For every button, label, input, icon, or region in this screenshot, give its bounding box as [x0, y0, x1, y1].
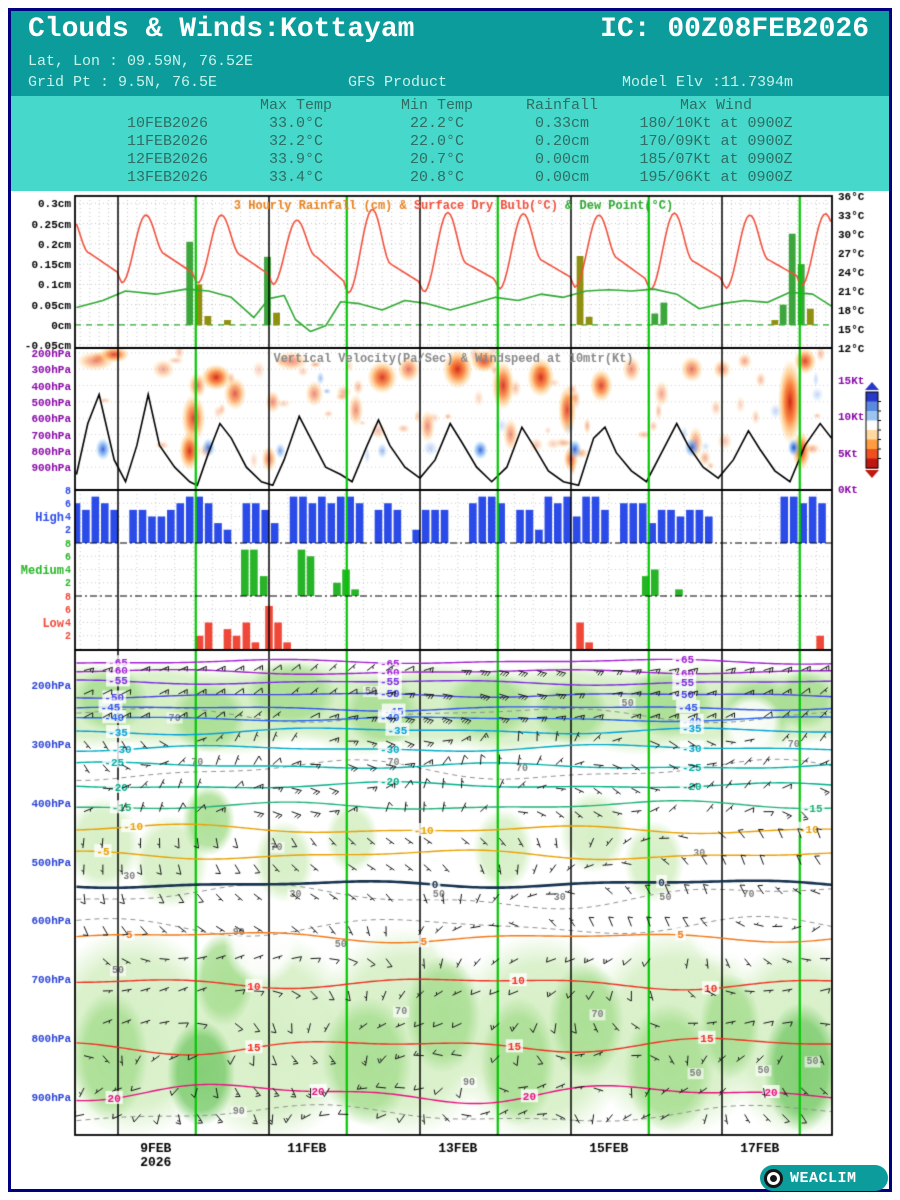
cell-date: 10FEB2026 — [127, 115, 209, 132]
cell-rainfall: 0.00cm — [534, 169, 589, 186]
cell-max-wind: 195/06Kt at 0900Z — [639, 169, 793, 186]
model-elevation-label: Model Elv :11.7394m — [622, 74, 794, 91]
col-max-temp: Max Temp — [259, 97, 332, 114]
cell-rainfall: 0.00cm — [534, 151, 589, 168]
weaclim-logo-text: WEACLIM — [790, 1169, 857, 1187]
grid-row: Grid Pt : 9.5N, 76.5E GFS Product Model … — [28, 74, 878, 91]
cell-max-temp: 33.9°C — [268, 151, 323, 168]
grid-point-label: Grid Pt : 9.5N, 76.5E — [28, 74, 218, 91]
col-min-temp: Min Temp — [400, 97, 473, 114]
cell-max-wind: 170/09Kt at 0900Z — [639, 133, 793, 150]
table-row: 10FEB2026 33.0°C 22.2°C 0.33cm 180/10Kt … — [11, 115, 889, 133]
table-row: 12FEB2026 33.9°C 20.7°C 0.00cm 185/07Kt … — [11, 151, 889, 169]
cell-max-temp: 33.4°C — [268, 169, 323, 186]
table-row: 11FEB2026 32.2°C 22.0°C 0.20cm 170/09Kt … — [11, 133, 889, 151]
init-condition-label: IC: 00Z08FEB2026 — [600, 14, 869, 45]
weaclim-logo: WEACLIM — [760, 1165, 888, 1191]
product-label: GFS Product — [348, 74, 448, 91]
weaclim-logo-icon — [764, 1168, 783, 1188]
cell-rainfall: 0.33cm — [534, 115, 589, 132]
page-title: Clouds & Winds:Kottayam — [28, 14, 415, 45]
cell-date: 13FEB2026 — [127, 169, 209, 186]
summary-header-row: Max Temp Min Temp Rainfall Max Wind — [11, 97, 889, 115]
cell-max-temp: 32.2°C — [268, 133, 323, 150]
cell-max-wind: 180/10Kt at 0900Z — [639, 115, 793, 132]
cell-min-temp: 22.0°C — [409, 133, 464, 150]
table-row: 13FEB2026 33.4°C 20.8°C 0.00cm 195/06Kt … — [11, 169, 889, 187]
cell-min-temp: 20.7°C — [409, 151, 464, 168]
col-spacer — [11, 97, 221, 115]
cell-rainfall: 0.20cm — [534, 133, 589, 150]
latlon-label: Lat, Lon : 09.59N, 76.52E — [28, 53, 254, 70]
station-name: Kottayam — [280, 14, 415, 45]
cell-min-temp: 20.8°C — [409, 169, 464, 186]
forecast-summary-table: Max Temp Min Temp Rainfall Max Wind 10FE… — [11, 96, 889, 191]
cell-max-temp: 33.0°C — [268, 115, 323, 132]
header-band: Clouds & Winds:Kottayam IC: 00Z08FEB2026… — [11, 11, 889, 96]
col-rainfall: Rainfall — [525, 97, 598, 114]
cell-date: 12FEB2026 — [127, 151, 209, 168]
title-row: Clouds & Winds:Kottayam IC: 00Z08FEB2026 — [28, 14, 869, 45]
cell-min-temp: 22.2°C — [409, 115, 464, 132]
cell-max-wind: 185/07Kt at 0900Z — [639, 151, 793, 168]
col-max-wind: Max Wind — [679, 97, 752, 114]
cell-date: 11FEB2026 — [127, 133, 209, 150]
